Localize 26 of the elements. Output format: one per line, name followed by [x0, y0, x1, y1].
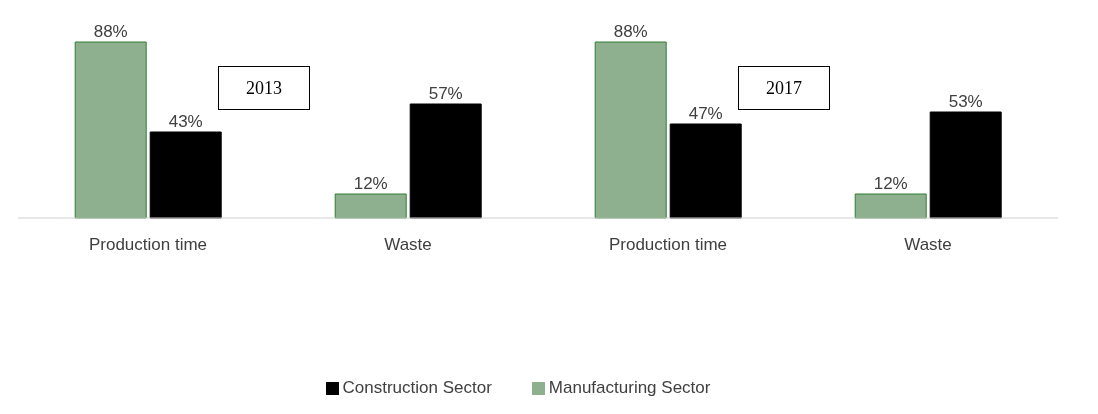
bar: [594, 41, 667, 219]
bar: [409, 103, 482, 219]
data-label: 88%: [613, 22, 648, 41]
x-tick-label: Waste: [384, 235, 432, 255]
x-tick-label: Waste: [904, 235, 952, 255]
data-label: 88%: [93, 22, 128, 41]
bar: [149, 131, 222, 219]
data-label: 12%: [873, 174, 908, 193]
x-tick-label: Production time: [88, 235, 208, 255]
annotation: 2013: [246, 77, 282, 99]
data-label: 43%: [168, 112, 203, 131]
text-box: 2013: [218, 66, 310, 110]
text-box: 2017: [738, 66, 830, 110]
legend-label: Construction Sector: [342, 378, 492, 397]
bar: [929, 111, 1002, 219]
data-label: 12%: [353, 174, 388, 193]
x-tick-label: Production time: [608, 235, 728, 255]
bar: [334, 193, 407, 219]
bar: [669, 123, 742, 219]
legend-label: Manufacturing Sector: [548, 378, 711, 397]
data-label: 53%: [948, 92, 983, 111]
bar: [74, 41, 147, 219]
annotation: 2017: [766, 77, 802, 99]
bar: [854, 193, 927, 219]
data-label: 47%: [688, 104, 723, 123]
data-label: 57%: [428, 84, 463, 103]
